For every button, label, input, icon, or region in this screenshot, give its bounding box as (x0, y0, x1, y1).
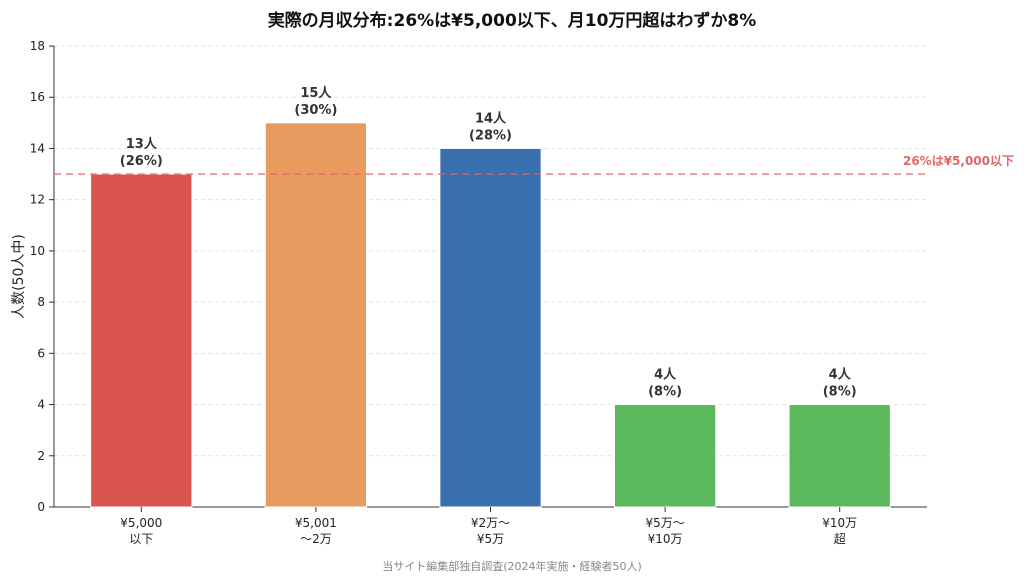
bar-percent-label: (26%) (120, 154, 163, 169)
reference-line-label: 26%は¥5,000以下 (903, 154, 1014, 168)
bar (90, 173, 193, 508)
bar (264, 122, 368, 508)
source-note: 当サイト編集部独自調査(2024年実施・経験者50人) (382, 560, 642, 573)
x-tick-label: ¥10万 (648, 532, 683, 546)
chart-title: 実際の月収分布:26%は¥5,000以下、月10万円超はわずか8% (267, 11, 757, 31)
bar-value-label: 14人 (475, 110, 507, 126)
x-tick-label: ¥2万〜 (471, 516, 510, 530)
y-tick-label: 18 (30, 39, 45, 53)
bar-value-label: 4人 (654, 367, 677, 383)
bar (613, 404, 717, 508)
y-tick-label: 2 (37, 449, 45, 463)
y-tick-label: 8 (37, 295, 45, 309)
bar (788, 404, 891, 508)
y-axis-label: 人数(50人中) (11, 234, 27, 319)
y-tick-label: 14 (30, 141, 45, 155)
y-tick-label: 0 (37, 500, 45, 514)
bar-percent-label: (8%) (823, 385, 857, 400)
x-tick-label: 〜2万 (300, 532, 332, 546)
x-tick-label: ¥5,001 (295, 516, 337, 530)
bar-percent-label: (8%) (648, 385, 682, 400)
bar-percent-label: (28%) (469, 128, 512, 143)
x-tick-label: ¥10万 (822, 516, 857, 530)
x-tick-label: ¥5万〜 (645, 516, 684, 530)
bar-value-label: 4人 (829, 367, 852, 383)
bar-value-label: 15人 (300, 85, 332, 101)
x-tick-label: ¥5,000 (120, 516, 162, 530)
y-tick-label: 6 (37, 346, 45, 360)
bar-value-label: 13人 (126, 136, 158, 152)
y-tick-label: 10 (30, 244, 45, 258)
bar-percent-label: (30%) (294, 103, 337, 118)
y-tick-label: 16 (30, 90, 45, 104)
x-tick-label: 超 (834, 531, 846, 546)
y-tick-label: 4 (37, 398, 45, 412)
y-tick-label: 12 (30, 193, 45, 207)
x-tick-label: 以下 (129, 532, 153, 546)
bar (439, 147, 542, 508)
x-tick-label: ¥5万 (477, 532, 504, 546)
